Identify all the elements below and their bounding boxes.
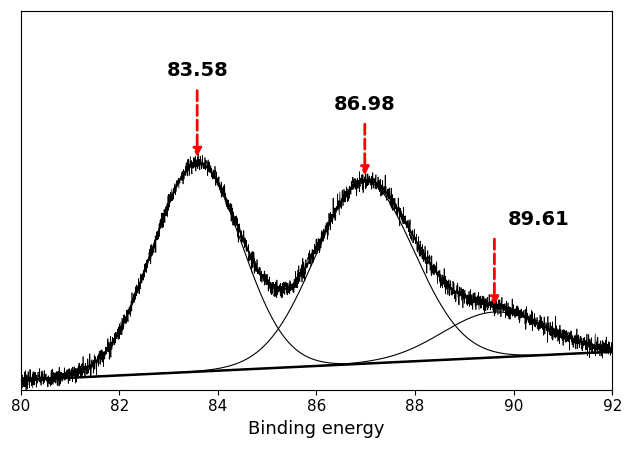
Text: 86.98: 86.98 [334,95,396,114]
Text: 89.61: 89.61 [508,210,569,229]
Text: 83.58: 83.58 [166,61,228,80]
X-axis label: Binding energy: Binding energy [248,420,385,438]
